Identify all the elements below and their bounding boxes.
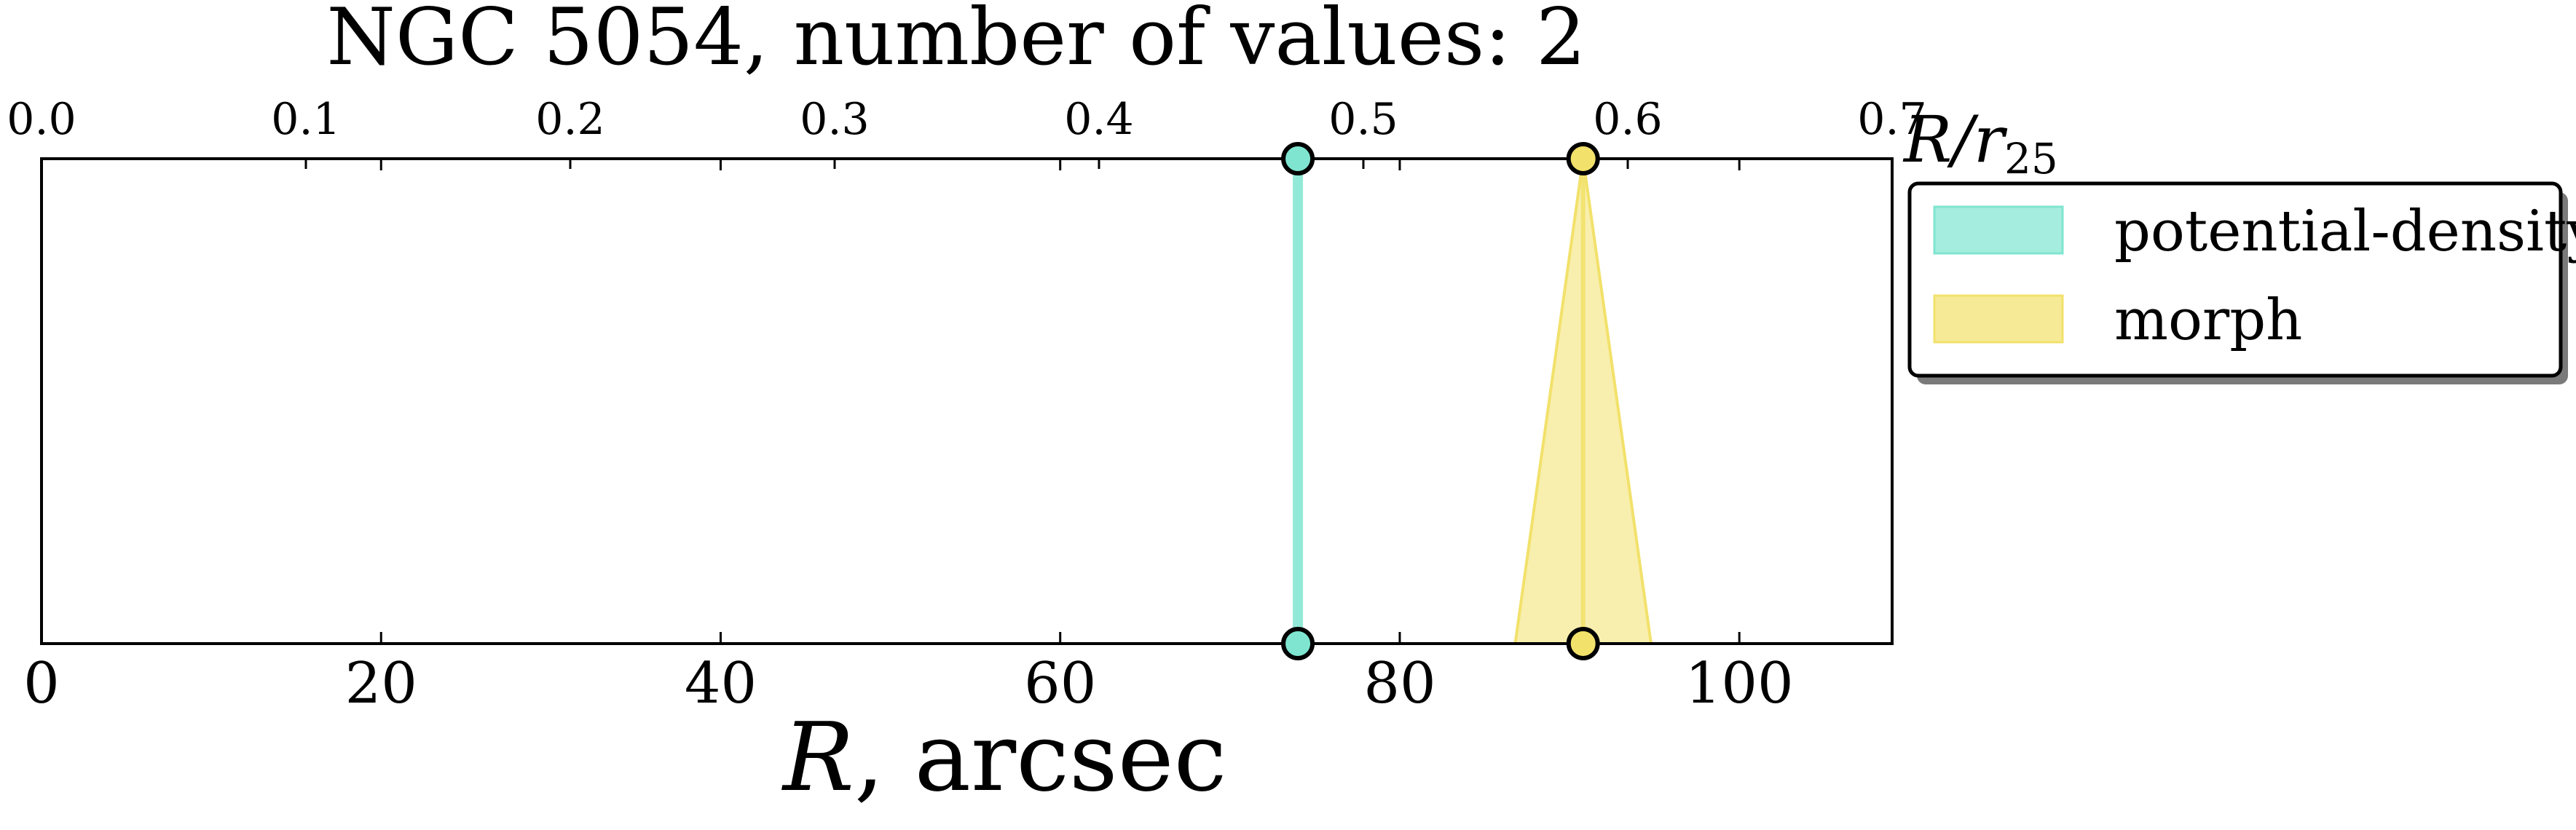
marker-top-morph <box>1566 142 1600 175</box>
x-tick-label: 100 <box>1685 651 1794 716</box>
x-axis-label-symbol: R <box>781 702 854 813</box>
legend-swatch-potential-density <box>1933 205 2064 255</box>
top-tick-label: 0.2 <box>535 94 604 145</box>
plot-frame <box>40 157 1894 645</box>
marker-top-potential-density <box>1281 142 1315 175</box>
series-layer <box>1293 158 1653 645</box>
top-tick-label: 0.0 <box>7 94 76 145</box>
x-tick-label: 0 <box>23 651 60 716</box>
legend-swatch-morph <box>1933 294 2064 344</box>
top-tick-label: 0.1 <box>271 94 340 145</box>
top-tick-label: 0.3 <box>800 94 869 145</box>
marker-bottom-morph <box>1566 627 1600 660</box>
top-tick-label: 0.6 <box>1593 94 1662 145</box>
top-tick-label: 0.7 <box>1857 94 1926 145</box>
x-tick-label: 80 <box>1363 651 1435 716</box>
legend: potential-density morph <box>1907 181 2576 384</box>
marker-bottom-potential-density <box>1281 627 1315 660</box>
x-tick-label: 40 <box>685 651 757 716</box>
top-axis-label: R/r25 <box>1902 102 2058 183</box>
ticks-layer: 0 20 40 60 80 100 0.0 0.1 0.2 0.3 0.4 0.5 0.6 0.7 <box>7 94 1926 716</box>
x-axis-label: R, arcsec <box>781 702 1226 813</box>
legend-label-morph: morph <box>2114 288 2302 353</box>
top-axis-label-sub: 25 <box>2004 134 2058 183</box>
markers-layer <box>1281 142 1600 660</box>
top-axis-label-main: R/r <box>1902 102 2008 177</box>
x-tick-label: 60 <box>1024 651 1096 716</box>
top-tick-label: 0.5 <box>1328 94 1398 145</box>
top-tick-label: 0.4 <box>1064 94 1133 145</box>
x-axis-label-unit: , arcsec <box>854 702 1227 813</box>
chart-title: NGC 5054, number of values: 2 <box>326 0 1586 83</box>
legend-box <box>1907 181 2563 378</box>
legend-label-potential-density: potential-density <box>2114 199 2576 264</box>
x-tick-label: 20 <box>345 651 417 716</box>
